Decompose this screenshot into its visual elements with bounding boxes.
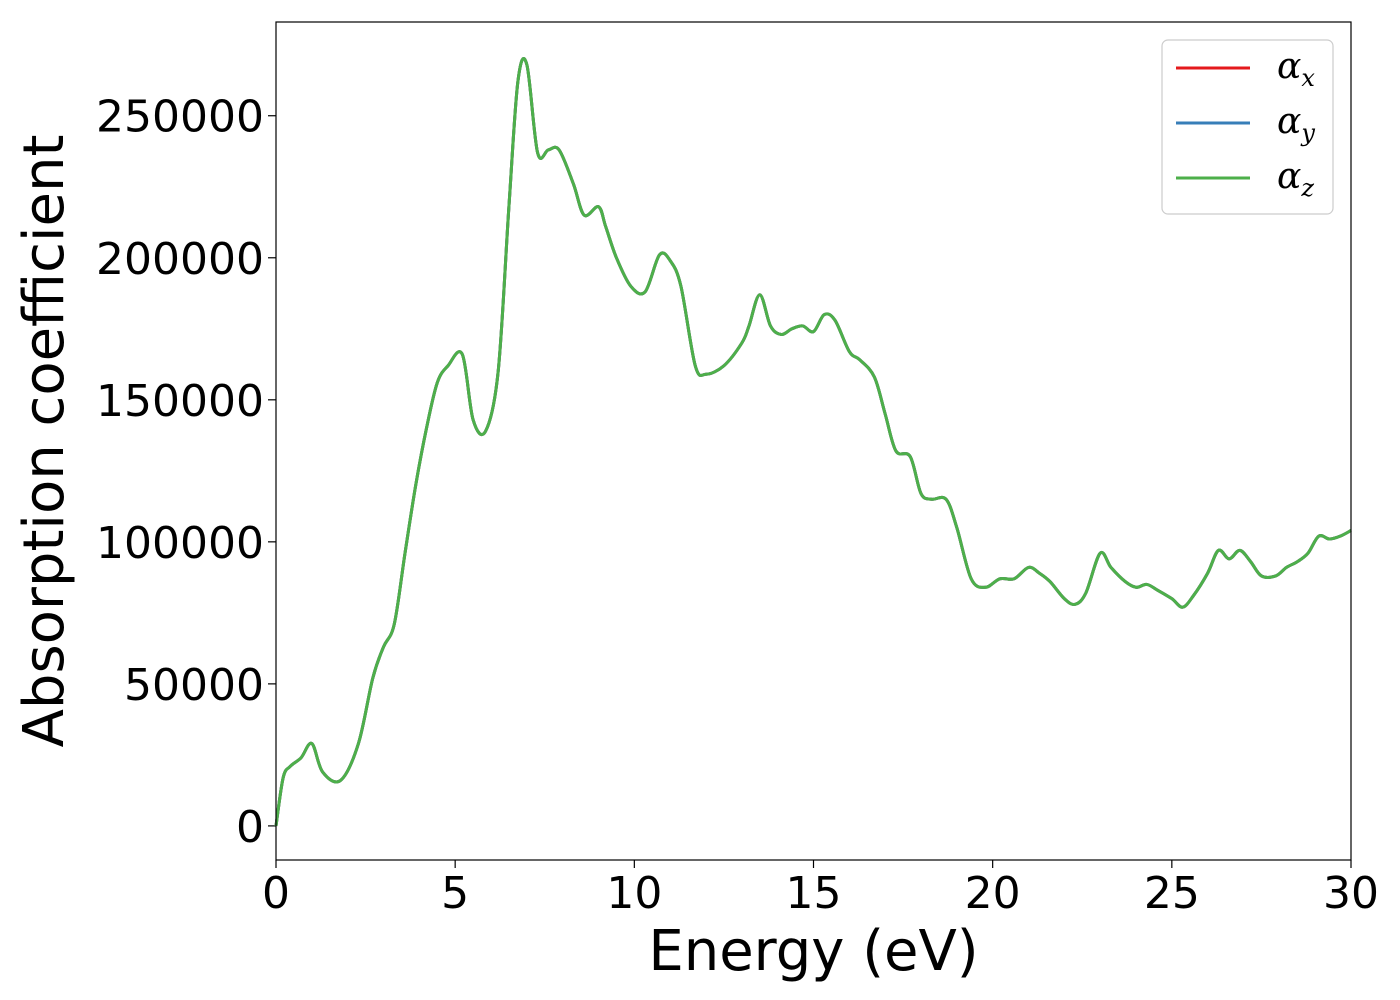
x-tick-label: 20: [965, 868, 1021, 919]
y-tick-label: 150000: [96, 376, 264, 427]
legend: αx αy αz: [1161, 39, 1334, 215]
series-layer: [274, 57, 1352, 827]
x-tick-label: 15: [786, 868, 842, 919]
series-line-z: [274, 57, 1352, 827]
y-tick-label: 250000: [96, 92, 264, 143]
legend-label-x: αx: [1277, 46, 1315, 92]
x-tick-label: 30: [1323, 868, 1379, 919]
x-tick-label: 0: [262, 868, 290, 919]
legend-label-y: αy: [1277, 101, 1315, 147]
y-tick-label: 0: [236, 802, 264, 853]
y-tick-label: 50000: [124, 660, 264, 711]
y-tick-label: 200000: [96, 234, 264, 285]
x-axis-title: Energy (eV): [648, 919, 978, 984]
plot-frame: [275, 21, 1352, 861]
x-tick-label: 10: [606, 868, 662, 919]
axis-ticks: 0 5 10 15 20 25 30 0 50000 100000 150000 200000 2500…: [96, 92, 1379, 919]
legend-label-z: αz: [1277, 156, 1314, 202]
x-tick-label: 25: [1144, 868, 1200, 919]
y-axis-title: Absorption coefficient: [12, 135, 77, 748]
x-tick-label: 5: [441, 868, 469, 919]
y-tick-label: 100000: [96, 518, 264, 569]
legend-box: [1161, 39, 1334, 215]
